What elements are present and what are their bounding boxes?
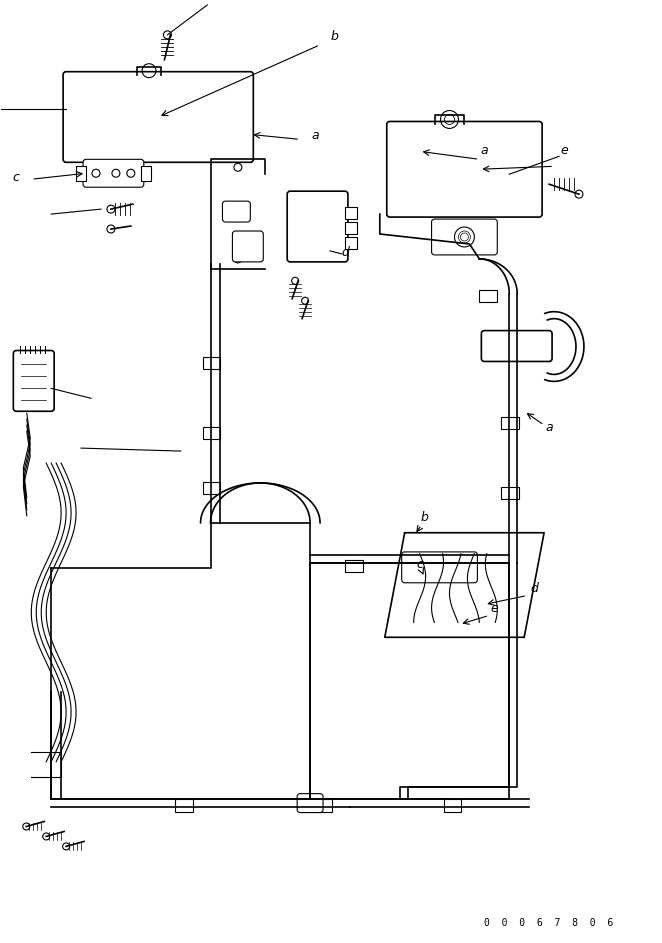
Bar xyxy=(444,799,461,812)
Text: c: c xyxy=(416,557,423,571)
Text: 0  0  0  6  7  8  0  6: 0 0 0 6 7 8 0 6 xyxy=(485,918,614,928)
Bar xyxy=(203,482,220,494)
Bar xyxy=(479,290,497,302)
Text: a: a xyxy=(481,144,488,157)
Bar xyxy=(501,417,519,429)
Bar xyxy=(76,166,86,181)
Bar xyxy=(345,222,357,234)
Text: e: e xyxy=(560,144,568,157)
FancyBboxPatch shape xyxy=(297,794,323,813)
FancyBboxPatch shape xyxy=(13,351,54,411)
Text: c: c xyxy=(13,172,20,184)
Text: a: a xyxy=(311,129,319,142)
Bar xyxy=(314,799,332,812)
Text: b: b xyxy=(331,30,339,42)
FancyBboxPatch shape xyxy=(83,159,144,188)
FancyBboxPatch shape xyxy=(63,72,254,162)
FancyBboxPatch shape xyxy=(432,219,497,255)
Text: d: d xyxy=(341,246,349,259)
Bar xyxy=(175,799,193,812)
Bar xyxy=(345,207,357,219)
FancyBboxPatch shape xyxy=(481,331,552,361)
Text: a: a xyxy=(545,422,553,434)
FancyBboxPatch shape xyxy=(287,191,348,262)
Bar xyxy=(203,357,220,370)
FancyBboxPatch shape xyxy=(387,122,542,217)
Bar xyxy=(203,427,220,439)
Text: b: b xyxy=(420,511,428,523)
Bar xyxy=(444,559,463,571)
FancyBboxPatch shape xyxy=(232,231,263,262)
Text: e: e xyxy=(491,603,498,616)
Bar xyxy=(345,237,357,249)
Text: d: d xyxy=(530,583,538,595)
Bar xyxy=(141,166,151,181)
FancyBboxPatch shape xyxy=(222,201,250,222)
Bar xyxy=(345,559,363,571)
FancyBboxPatch shape xyxy=(402,552,477,583)
Bar xyxy=(501,487,519,499)
